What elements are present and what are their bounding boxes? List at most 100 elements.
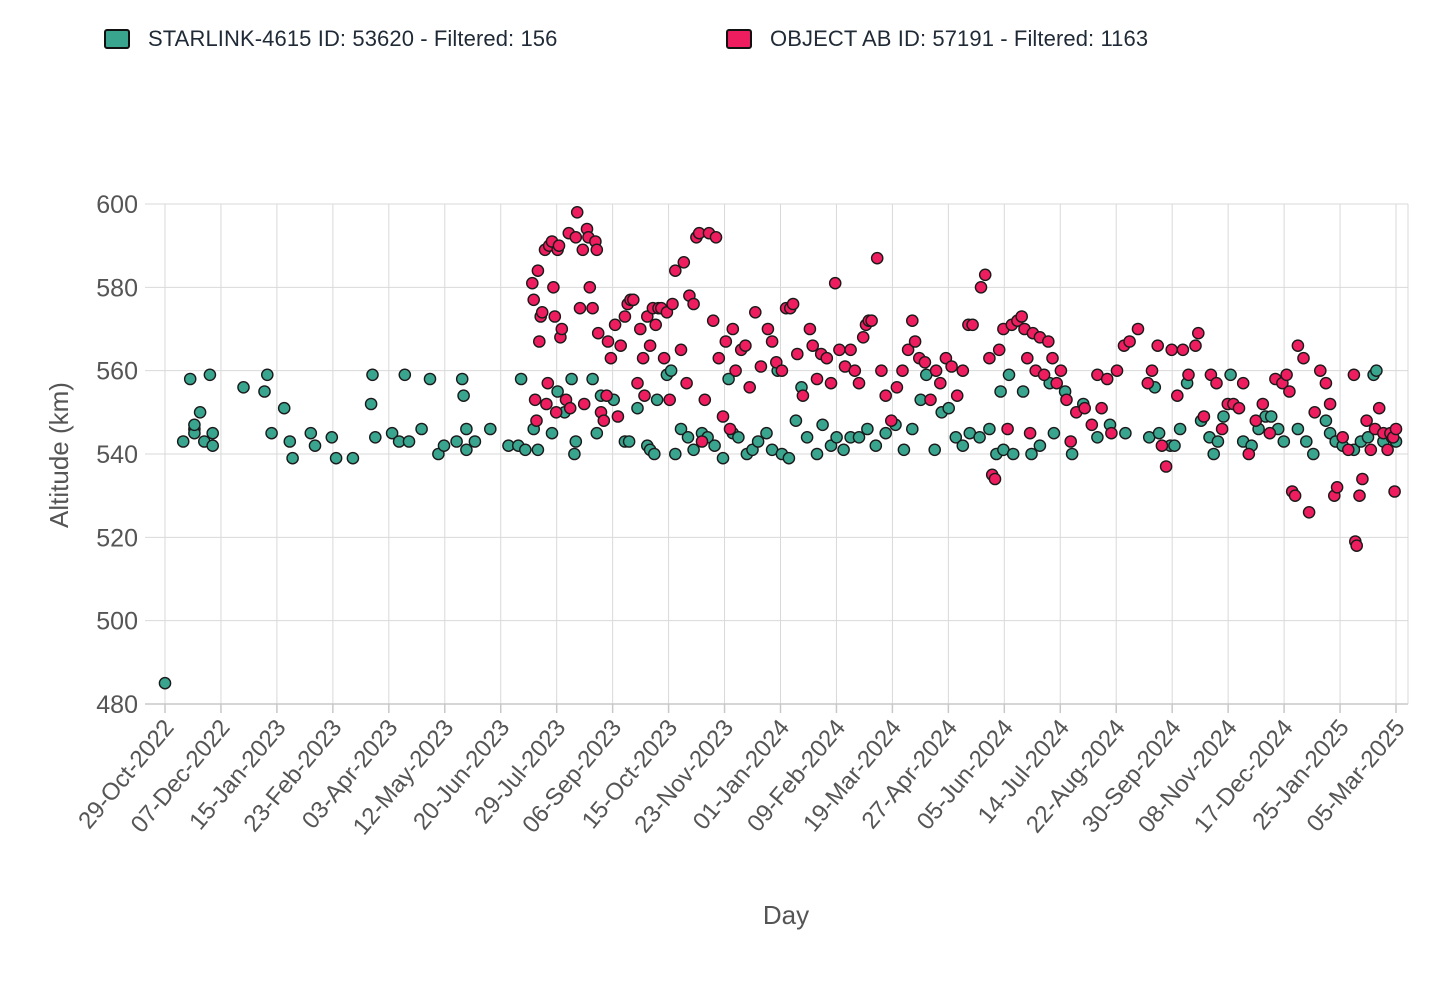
starlink-point[interactable]: [973, 430, 986, 444]
object-ab-point[interactable]: [604, 351, 618, 365]
object-ab-point[interactable]: [885, 414, 898, 428]
object-ab-point[interactable]: [1236, 376, 1250, 390]
object-ab-point[interactable]: [1078, 401, 1091, 415]
object-ab-point[interactable]: [576, 243, 590, 257]
object-ab-point[interactable]: [643, 339, 657, 353]
object-ab-point[interactable]: [573, 301, 587, 315]
object-ab-point[interactable]: [1360, 414, 1373, 428]
object-ab-point[interactable]: [806, 339, 820, 353]
object-ab-point[interactable]: [706, 314, 720, 328]
object-ab-point[interactable]: [541, 376, 555, 390]
starlink-point[interactable]: [457, 389, 470, 403]
object-ab-point[interactable]: [1330, 480, 1344, 494]
object-ab-point[interactable]: [1182, 368, 1195, 382]
object-ab-point[interactable]: [890, 380, 904, 394]
starlink-point[interactable]: [158, 676, 172, 690]
object-ab-point[interactable]: [791, 347, 804, 361]
starlink-point[interactable]: [346, 451, 360, 465]
object-ab-point[interactable]: [978, 268, 992, 282]
starlink-point[interactable]: [1370, 364, 1383, 378]
starlink-point[interactable]: [415, 422, 428, 436]
starlink-point[interactable]: [1119, 426, 1132, 440]
object-ab-point[interactable]: [848, 364, 862, 378]
starlink-point[interactable]: [1173, 422, 1187, 436]
starlink-point[interactable]: [708, 439, 721, 453]
object-ab-point[interactable]: [966, 318, 979, 332]
object-ab-point[interactable]: [1388, 485, 1401, 498]
object-ab-point[interactable]: [669, 264, 682, 278]
starlink-point[interactable]: [622, 435, 636, 448]
starlink-point[interactable]: [258, 385, 271, 398]
object-ab-point[interactable]: [945, 360, 958, 373]
object-ab-point[interactable]: [1165, 343, 1178, 357]
starlink-point[interactable]: [861, 422, 874, 436]
object-ab-point[interactable]: [1389, 422, 1403, 436]
object-ab-point[interactable]: [726, 322, 740, 336]
object-ab-point[interactable]: [1197, 410, 1211, 423]
object-ab-point[interactable]: [1291, 339, 1305, 353]
object-ab-point[interactable]: [663, 393, 677, 407]
object-ab-point[interactable]: [896, 364, 909, 378]
starlink-point[interactable]: [669, 447, 682, 461]
object-ab-point[interactable]: [865, 314, 878, 328]
starlink-point[interactable]: [897, 443, 911, 457]
object-ab-point[interactable]: [828, 276, 842, 290]
object-ab-point[interactable]: [1356, 472, 1369, 486]
object-ab-point[interactable]: [577, 397, 591, 411]
starlink-point[interactable]: [1025, 447, 1038, 461]
starlink-point[interactable]: [460, 443, 473, 457]
starlink-point[interactable]: [1152, 426, 1166, 440]
object-ab-point[interactable]: [1145, 364, 1159, 378]
object-ab-point[interactable]: [1342, 443, 1355, 457]
object-ab-point[interactable]: [729, 364, 742, 378]
object-ab-point[interactable]: [786, 297, 800, 311]
object-ab-point[interactable]: [1141, 376, 1155, 390]
object-ab-point[interactable]: [1249, 414, 1263, 428]
object-ab-point[interactable]: [824, 376, 838, 390]
starlink-point[interactable]: [385, 426, 399, 440]
starlink-point[interactable]: [1002, 368, 1016, 382]
starlink-point[interactable]: [1006, 447, 1020, 461]
starlink-point[interactable]: [631, 401, 644, 415]
object-ab-point[interactable]: [611, 410, 625, 423]
object-ab-point[interactable]: [618, 310, 632, 323]
starlink-point[interactable]: [928, 443, 942, 457]
starlink-point[interactable]: [949, 430, 963, 444]
object-ab-point[interactable]: [956, 364, 970, 378]
starlink-point[interactable]: [366, 368, 379, 382]
object-ab-point[interactable]: [1215, 422, 1229, 436]
object-ab-point[interactable]: [1288, 489, 1302, 503]
object-ab-point[interactable]: [631, 376, 644, 390]
starlink-point[interactable]: [852, 430, 866, 444]
starlink-point[interactable]: [568, 447, 581, 461]
starlink-point[interactable]: [545, 426, 559, 440]
object-ab-point[interactable]: [988, 472, 1002, 486]
starlink-point[interactable]: [468, 435, 482, 448]
object-ab-point[interactable]: [528, 393, 542, 407]
starlink-point[interactable]: [308, 439, 322, 453]
legend-item-object-ab[interactable]: OBJECT AB ID: 57191 - Filtered: 1163: [726, 26, 1148, 52]
starlink-point[interactable]: [569, 435, 583, 448]
object-ab-point[interactable]: [1046, 351, 1059, 365]
starlink-point[interactable]: [1065, 447, 1079, 461]
starlink-point[interactable]: [816, 418, 829, 432]
starlink-point[interactable]: [681, 430, 695, 444]
starlink-point[interactable]: [364, 397, 378, 411]
object-ab-point[interactable]: [600, 389, 613, 403]
starlink-point[interactable]: [304, 426, 318, 440]
starlink-point[interactable]: [760, 426, 773, 440]
starlink-point[interactable]: [193, 405, 207, 419]
starlink-point[interactable]: [1264, 410, 1278, 423]
object-ab-point[interactable]: [591, 326, 605, 340]
object-ab-point[interactable]: [1159, 460, 1173, 473]
starlink-point[interactable]: [879, 426, 893, 440]
object-ab-point[interactable]: [531, 264, 545, 278]
object-ab-point[interactable]: [590, 243, 604, 257]
starlink-point[interactable]: [722, 372, 735, 386]
object-ab-point[interactable]: [666, 297, 679, 311]
object-ab-point[interactable]: [570, 205, 584, 219]
object-ab-point[interactable]: [1364, 443, 1378, 457]
object-ab-point[interactable]: [1319, 376, 1333, 390]
starlink-point[interactable]: [176, 435, 190, 448]
object-ab-point[interactable]: [1210, 376, 1223, 390]
